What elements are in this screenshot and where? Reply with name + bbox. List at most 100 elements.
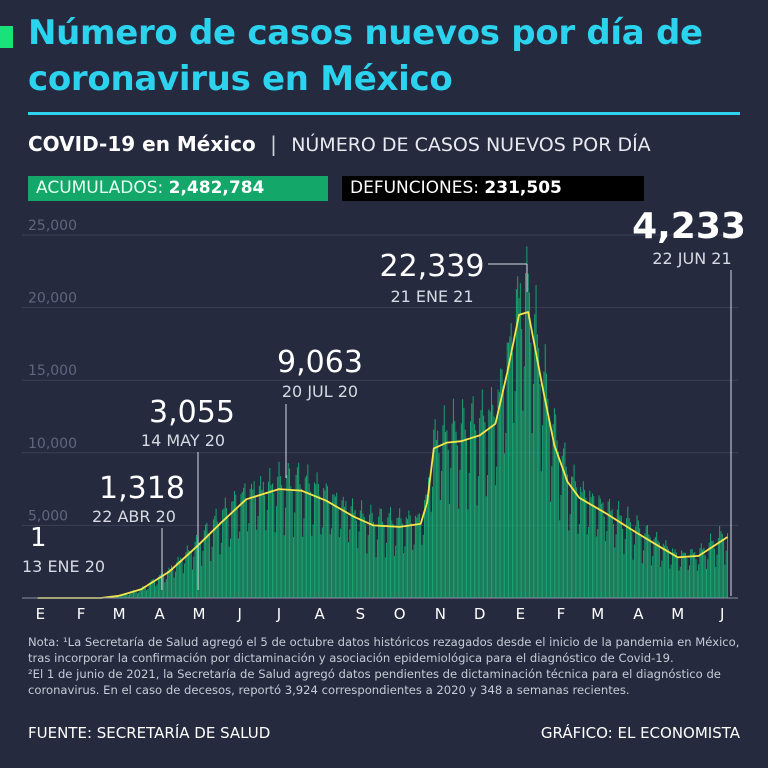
daily-case-bar — [313, 482, 315, 598]
daily-case-bar — [274, 532, 276, 598]
annotation-value: 9,063 — [277, 345, 363, 380]
daily-case-bar — [692, 553, 694, 598]
daily-case-bar — [556, 440, 558, 598]
daily-case-bar — [300, 488, 302, 598]
daily-case-bar — [668, 549, 669, 598]
daily-case-bar — [489, 411, 491, 598]
daily-case-bar — [212, 519, 214, 598]
daily-case-bar — [598, 495, 600, 598]
daily-case-bar — [466, 438, 468, 598]
daily-case-bar — [295, 474, 297, 598]
daily-case-bar — [130, 591, 132, 598]
daily-case-bar — [211, 546, 213, 598]
daily-case-bar — [265, 530, 267, 598]
daily-case-bar — [262, 481, 264, 598]
daily-case-bar — [193, 556, 195, 598]
daily-case-bar — [291, 489, 293, 598]
daily-case-bar — [261, 489, 263, 598]
daily-case-bar — [443, 405, 445, 598]
daily-case-bar — [140, 588, 142, 598]
daily-case-bar — [118, 596, 120, 598]
daily-case-bar — [325, 483, 327, 598]
daily-case-bar — [135, 590, 137, 598]
acumulados-label: ACUMULADOS: — [36, 178, 164, 198]
daily-case-bar — [290, 486, 292, 598]
daily-case-bar — [357, 548, 359, 598]
daily-case-bar — [144, 586, 146, 598]
daily-case-bar — [629, 522, 631, 598]
daily-case-bar — [379, 508, 381, 598]
daily-case-bar — [167, 570, 169, 598]
daily-case-bar — [471, 403, 473, 598]
daily-case-bar — [490, 387, 492, 598]
x-month-label: E — [36, 605, 45, 623]
daily-case-bar — [199, 543, 201, 598]
daily-case-bar — [192, 569, 193, 598]
daily-case-bar — [664, 545, 666, 598]
daily-case-bar — [165, 579, 167, 598]
daily-case-bar — [220, 542, 222, 598]
daily-case-bar — [560, 494, 562, 598]
daily-case-bar — [287, 462, 289, 598]
daily-case-bar — [454, 421, 456, 598]
y-tick-label: 5,000 — [28, 508, 68, 524]
daily-case-bar — [492, 404, 494, 598]
daily-case-bar — [254, 497, 256, 598]
daily-case-bar — [635, 526, 637, 598]
daily-case-bar — [715, 567, 717, 598]
daily-case-bar — [538, 347, 540, 598]
daily-case-bar — [494, 485, 496, 598]
daily-case-bar — [670, 564, 672, 598]
daily-case-bar — [420, 523, 422, 598]
daily-case-bar — [146, 590, 148, 598]
daily-case-bar — [216, 521, 218, 598]
daily-case-bar — [518, 298, 520, 598]
daily-case-bar — [370, 504, 372, 598]
daily-case-bar — [690, 549, 692, 598]
daily-case-bar — [321, 527, 323, 598]
daily-case-bar — [535, 284, 537, 598]
daily-case-bar — [147, 588, 149, 598]
y-tick-label: 25,000 — [28, 218, 77, 234]
daily-case-bar — [480, 410, 482, 598]
daily-case-bar — [218, 524, 220, 598]
daily-case-bar — [534, 314, 536, 598]
annotation-date: 21 ENE 21 — [390, 287, 473, 306]
daily-case-bar — [506, 342, 508, 598]
daily-case-bar — [337, 508, 339, 598]
daily-case-bar — [564, 442, 566, 598]
daily-case-bar — [421, 544, 423, 598]
daily-case-bar — [493, 416, 495, 598]
daily-case-bar — [278, 461, 280, 598]
daily-case-bar — [624, 538, 626, 598]
daily-case-bar — [366, 553, 368, 598]
daily-case-bar — [138, 592, 140, 598]
daily-case-bar — [206, 522, 208, 598]
daily-case-bar — [447, 449, 449, 598]
daily-case-bar — [578, 524, 580, 598]
daily-case-bar — [467, 509, 469, 598]
daily-case-bar — [252, 489, 254, 598]
daily-case-bar — [285, 507, 287, 598]
daily-case-bar — [270, 484, 272, 598]
daily-case-bar — [194, 541, 196, 598]
y-tick-label: 10,000 — [28, 436, 77, 452]
daily-case-bar — [235, 494, 237, 598]
daily-case-bar — [496, 466, 498, 598]
daily-case-bar — [582, 481, 584, 598]
daily-case-bar — [687, 570, 689, 598]
daily-case-bar — [505, 432, 507, 598]
daily-case-bar — [119, 595, 121, 598]
daily-case-bar — [542, 425, 544, 598]
daily-case-bar — [344, 506, 346, 598]
daily-case-bar — [459, 469, 461, 598]
daily-case-bar — [577, 533, 579, 598]
daily-case-bar — [281, 485, 283, 598]
daily-case-bar — [464, 429, 466, 598]
daily-case-bar — [384, 557, 386, 598]
daily-case-bar — [353, 512, 355, 598]
daily-case-bar — [236, 506, 238, 598]
daily-case-bar — [136, 593, 138, 598]
daily-case-bar — [185, 552, 187, 598]
daily-case-bar — [437, 430, 439, 598]
